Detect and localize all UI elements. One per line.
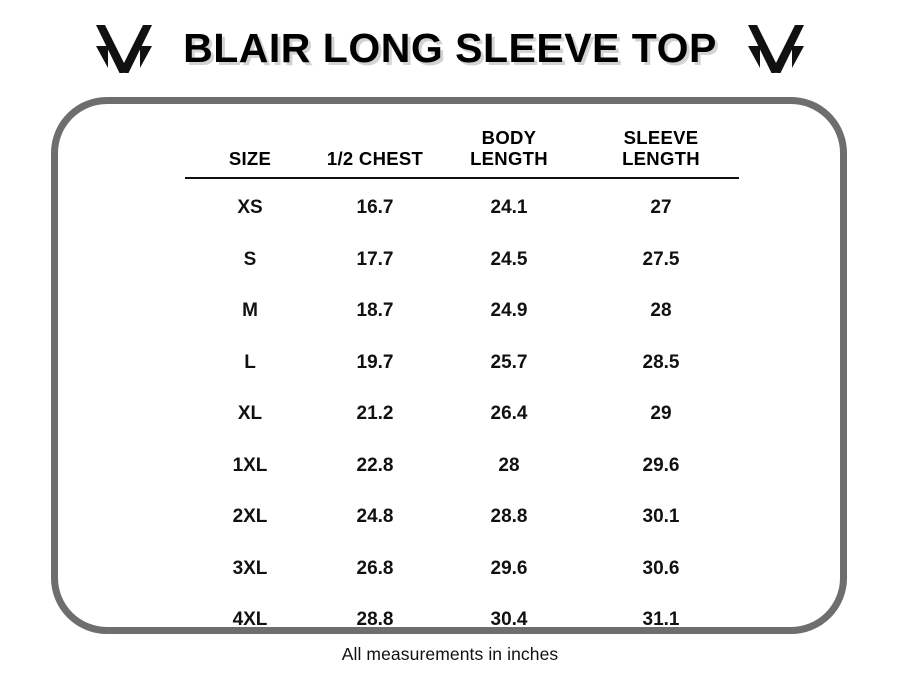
- cell-body-length: 28: [498, 454, 520, 476]
- column-header-sleeve-length: SLEEVE LENGTH: [583, 115, 739, 179]
- cell-chest: 21.2: [356, 403, 394, 425]
- size-chart-panel: SIZE 1/2 CHEST BODY LENGTH SLEEVE LENGTH: [51, 97, 847, 634]
- cell-body-length: 24.1: [490, 197, 528, 219]
- column-header-body-length-line1: BODY: [481, 126, 537, 148]
- table-row: 1XL 22.8 28 29.6: [185, 440, 739, 492]
- cell-chest: 18.7: [356, 300, 394, 322]
- cell-chest: 19.7: [356, 351, 394, 373]
- cell-body-length: 24.5: [490, 248, 528, 270]
- cell-chest: 24.8: [356, 506, 394, 528]
- column-header-sleeve-length-line2: LENGTH: [622, 148, 700, 170]
- cell-size: XS: [237, 197, 263, 219]
- cell-sleeve-length: 30.6: [642, 557, 680, 579]
- cell-sleeve-length: 28.5: [642, 351, 680, 373]
- cell-size: L: [244, 351, 256, 373]
- column-header-size-line1: SIZE: [228, 148, 272, 170]
- cell-body-length: 29.6: [490, 557, 528, 579]
- table-row: M 18.7 24.9 28: [185, 285, 739, 337]
- cell-size: 1XL: [232, 454, 268, 476]
- column-header-sleeve-length-line1: SLEEVE: [623, 126, 699, 148]
- cell-body-length: 28.8: [490, 506, 528, 528]
- cell-chest: 26.8: [356, 557, 394, 579]
- cell-size: M: [242, 300, 258, 322]
- cell-sleeve-length: 28: [650, 300, 672, 322]
- cell-sleeve-length: 27: [650, 197, 672, 219]
- table-body: XS 16.7 24.1 27 S 17.7 24.5 27.5 M 18.7 …: [185, 178, 739, 646]
- column-header-size: SIZE: [185, 115, 315, 179]
- table-row: XS 16.7 24.1 27: [185, 178, 739, 234]
- cell-body-length: 30.4: [490, 609, 528, 631]
- column-header-chest: 1/2 CHEST: [315, 115, 435, 179]
- table-row: XL 21.2 26.4 29: [185, 388, 739, 440]
- table-row: L 19.7 25.7 28.5: [185, 337, 739, 389]
- column-header-body-length-line2: LENGTH: [470, 148, 548, 170]
- cell-body-length: 25.7: [490, 351, 528, 373]
- page-header: BLAIR LONG SLEEVE TOP: [0, 0, 900, 97]
- cell-chest: 17.7: [356, 248, 394, 270]
- table-row: 4XL 28.8 30.4 31.1: [185, 594, 739, 646]
- cell-body-length: 26.4: [490, 403, 528, 425]
- brand-logo-m-left-icon: [96, 24, 153, 73]
- cell-sleeve-length: 29.6: [642, 454, 680, 476]
- table-row: 2XL 24.8 28.8 30.1: [185, 491, 739, 543]
- page-title: BLAIR LONG SLEEVE TOP: [183, 25, 717, 71]
- table-row: 3XL 26.8 29.6 30.6: [185, 543, 739, 595]
- table-row: S 17.7 24.5 27.5: [185, 234, 739, 286]
- cell-sleeve-length: 30.1: [642, 506, 680, 528]
- cell-size: 3XL: [232, 557, 268, 579]
- cell-size: XL: [237, 403, 263, 425]
- cell-chest: 28.8: [356, 609, 394, 631]
- table-header: SIZE 1/2 CHEST BODY LENGTH SLEEVE LENGTH: [185, 115, 739, 179]
- measurement-units-note: All measurements in inches: [341, 644, 559, 664]
- cell-sleeve-length: 29: [650, 403, 672, 425]
- cell-sleeve-length: 27.5: [642, 248, 680, 270]
- table-header-row: SIZE 1/2 CHEST BODY LENGTH SLEEVE LENGTH: [185, 115, 739, 179]
- cell-size: 2XL: [232, 506, 268, 528]
- brand-logo-m-right-icon: [747, 24, 804, 73]
- column-header-body-length: BODY LENGTH: [435, 115, 583, 179]
- cell-sleeve-length: 31.1: [642, 609, 680, 631]
- column-header-chest-line1: 1/2 CHEST: [326, 148, 424, 170]
- cell-size: 4XL: [232, 609, 268, 631]
- cell-chest: 16.7: [356, 197, 394, 219]
- cell-body-length: 24.9: [490, 300, 528, 322]
- cell-chest: 22.8: [356, 454, 394, 476]
- size-table-wrapper: SIZE 1/2 CHEST BODY LENGTH SLEEVE LENGTH: [185, 115, 739, 646]
- size-chart-table: SIZE 1/2 CHEST BODY LENGTH SLEEVE LENGTH: [185, 115, 739, 646]
- cell-size: S: [243, 248, 257, 270]
